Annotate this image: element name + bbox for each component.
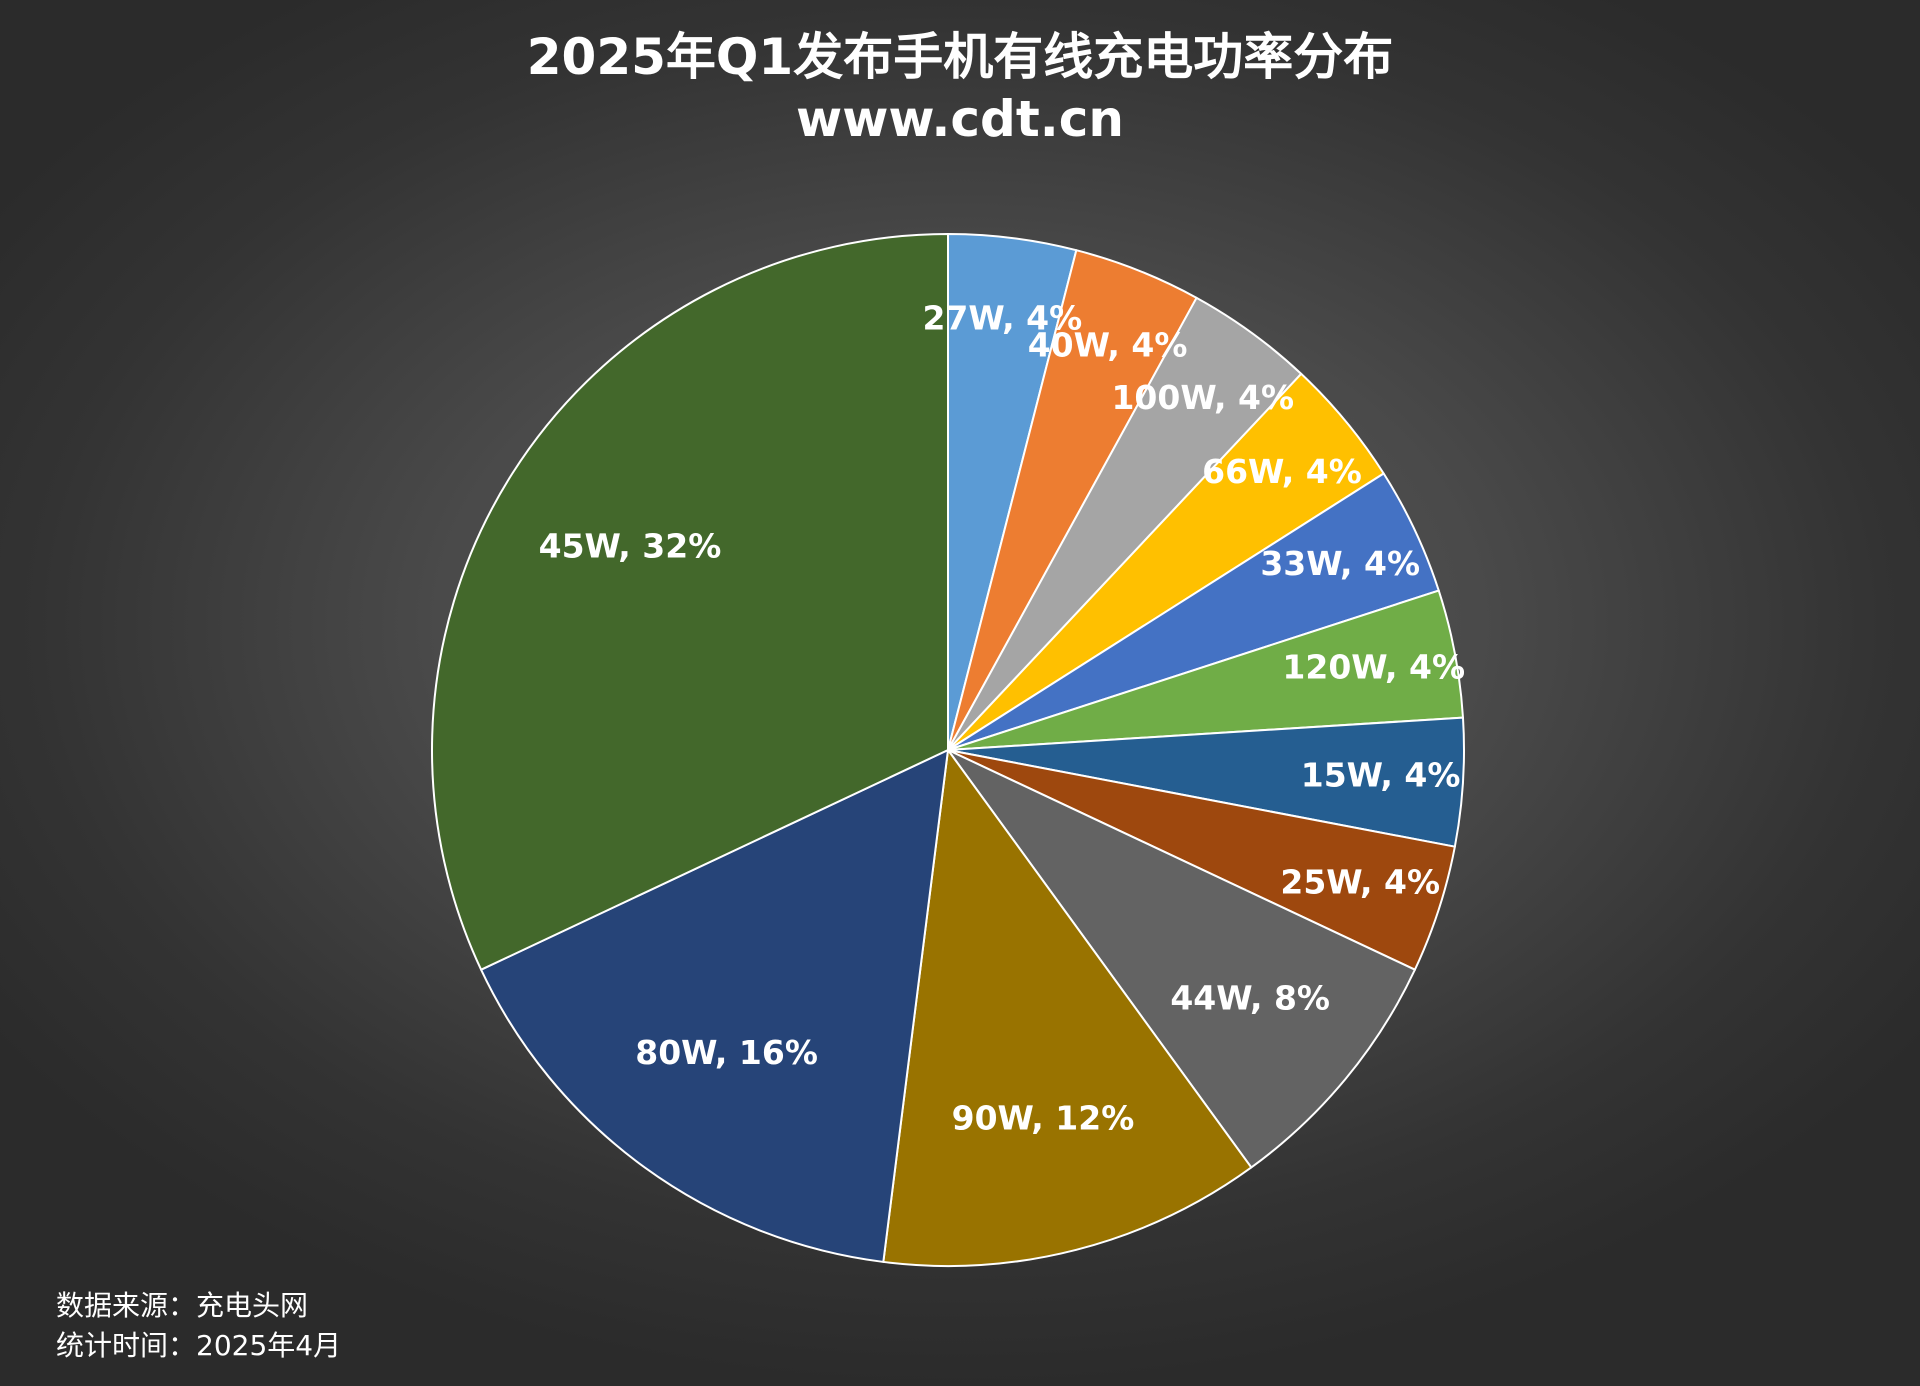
data-label-120w: 120W, 4%	[1282, 647, 1465, 686]
chart-title: 2025年Q1发布手机有线充电功率分布	[526, 28, 1394, 86]
chart-subtitle: www.cdt.cn	[796, 90, 1124, 148]
data-label-45w: 45W, 32%	[539, 527, 722, 566]
data-label-40w: 40W, 4%	[1028, 325, 1188, 364]
data-label-66w: 66W, 4%	[1202, 452, 1362, 491]
data-source-note: 数据来源：充电头网	[56, 1289, 309, 1322]
statistics-date-note: 统计时间：2025年4月	[56, 1329, 342, 1362]
data-label-80w: 80W, 16%	[635, 1033, 818, 1072]
data-label-15w: 15W, 4%	[1301, 756, 1461, 795]
data-label-100w: 100W, 4%	[1111, 378, 1294, 417]
pie-slices	[431, 233, 1465, 1267]
data-label-33w: 33W, 4%	[1260, 544, 1420, 583]
pie-slice-80w	[480, 749, 949, 1263]
data-label-25w: 25W, 4%	[1280, 862, 1440, 901]
data-label-27w: 27W, 4%	[922, 298, 1082, 337]
data-label-90w: 90W, 12%	[952, 1098, 1135, 1137]
data-label-44w: 44W, 8%	[1170, 978, 1330, 1017]
pie-slice-45w	[431, 233, 949, 971]
pie-slice-90w	[882, 749, 1253, 1267]
pie-data-labels: 27W, 4%40W, 4% 100W, 4% 66W, 4% 33W, 4% 120W…	[539, 298, 1465, 1137]
pie-slice-44w	[947, 749, 1416, 1169]
